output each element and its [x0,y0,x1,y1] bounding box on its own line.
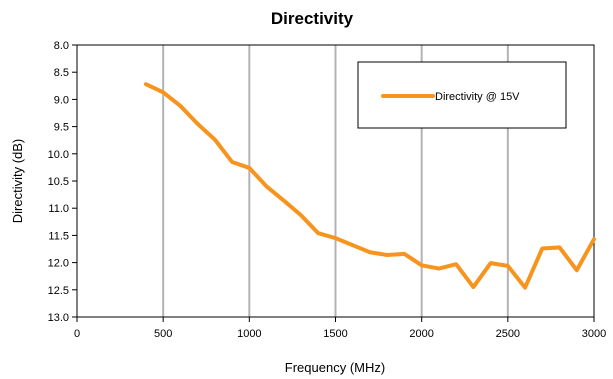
data-point [178,104,182,108]
y-tick-label: 8.0 [54,40,69,52]
data-point [334,236,338,240]
data-point [471,285,475,289]
data-point [506,264,510,268]
data-point [351,243,355,247]
x-tick-label: 1500 [323,328,347,340]
series-layer [143,82,596,290]
x-axis-label: Frequency (MHz) [285,360,385,375]
y-tick-label: 9.5 [54,122,69,134]
legend: Directivity @ 15V [357,61,567,129]
x-tick-label: 2000 [409,328,433,340]
data-point [299,213,303,217]
y-tick-label: 10.0 [48,149,69,161]
data-point [558,245,562,249]
y-tick-label: 9.0 [54,94,69,106]
y-tick-label: 10.5 [48,176,69,188]
x-tick-label: 2500 [496,328,520,340]
data-point [592,237,596,241]
data-point [144,82,148,86]
series-line-directivity-15v [143,82,596,290]
y-tick-label: 13.0 [48,312,69,324]
y-axis-label: Directivity (dB) [10,139,25,224]
y-tick-label: 11.5 [48,230,69,242]
data-point [420,263,424,267]
data-point [489,261,493,265]
x-tick-label: 3000 [582,328,606,340]
data-point [368,250,372,254]
data-point [402,252,406,256]
data-point [230,160,234,164]
chart-title: Directivity [271,9,354,28]
data-point [523,286,527,290]
data-point [265,184,269,188]
y-tick-label: 12.5 [48,285,69,297]
data-point [247,166,251,170]
data-point [316,231,320,235]
data-point [385,253,389,257]
x-tick-label: 500 [154,328,172,340]
x-axis: 0 500 1000 1500 2000 2500 3000 [74,317,606,340]
y-axis: 8.0 8.5 9.0 9.5 10.0 10.5 11.0 11.5 12.0 12.5 13.0 [48,40,77,324]
data-point [196,122,200,126]
data-point [540,246,544,250]
data-point [454,262,458,266]
y-tick-label: 8.5 [54,67,69,79]
data-point [282,199,286,203]
data-point [575,268,579,272]
data-point [437,267,441,271]
legend-label: Directivity @ 15V [435,91,520,103]
data-point [213,138,217,142]
y-tick-label: 12.0 [48,258,69,270]
y-tick-label: 11.0 [48,203,69,215]
data-point [161,90,165,94]
x-tick-label: 0 [74,328,80,340]
x-tick-label: 1000 [237,328,261,340]
